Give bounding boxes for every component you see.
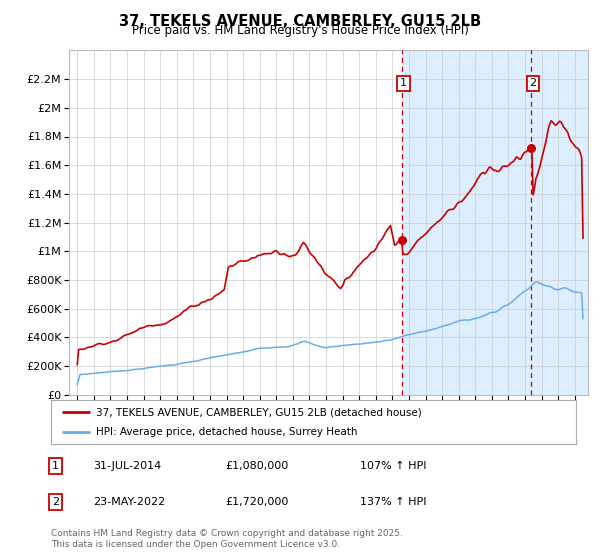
Bar [402,50,600,395]
Text: 23-MAY-2022: 23-MAY-2022 [93,497,165,507]
Text: HPI: Average price, detached house, Surrey Heath: HPI: Average price, detached house, Surr… [95,427,357,437]
Text: Contains HM Land Registry data © Crown copyright and database right 2025.
This d: Contains HM Land Registry data © Crown c… [51,529,403,549]
Text: 1: 1 [52,461,59,471]
Text: 107% ↑ HPI: 107% ↑ HPI [360,461,427,471]
Text: 2: 2 [52,497,59,507]
Text: 37, TEKELS AVENUE, CAMBERLEY, GU15 2LB: 37, TEKELS AVENUE, CAMBERLEY, GU15 2LB [119,14,481,29]
Text: £1,080,000: £1,080,000 [225,461,288,471]
Text: £1,720,000: £1,720,000 [225,497,289,507]
Text: 37, TEKELS AVENUE, CAMBERLEY, GU15 2LB (detached house): 37, TEKELS AVENUE, CAMBERLEY, GU15 2LB (… [95,407,421,417]
Text: Price paid vs. HM Land Registry's House Price Index (HPI): Price paid vs. HM Land Registry's House … [131,24,469,37]
Text: 31-JUL-2014: 31-JUL-2014 [93,461,161,471]
Text: 1: 1 [400,78,407,88]
Text: 2: 2 [530,78,536,88]
Text: 137% ↑ HPI: 137% ↑ HPI [360,497,427,507]
